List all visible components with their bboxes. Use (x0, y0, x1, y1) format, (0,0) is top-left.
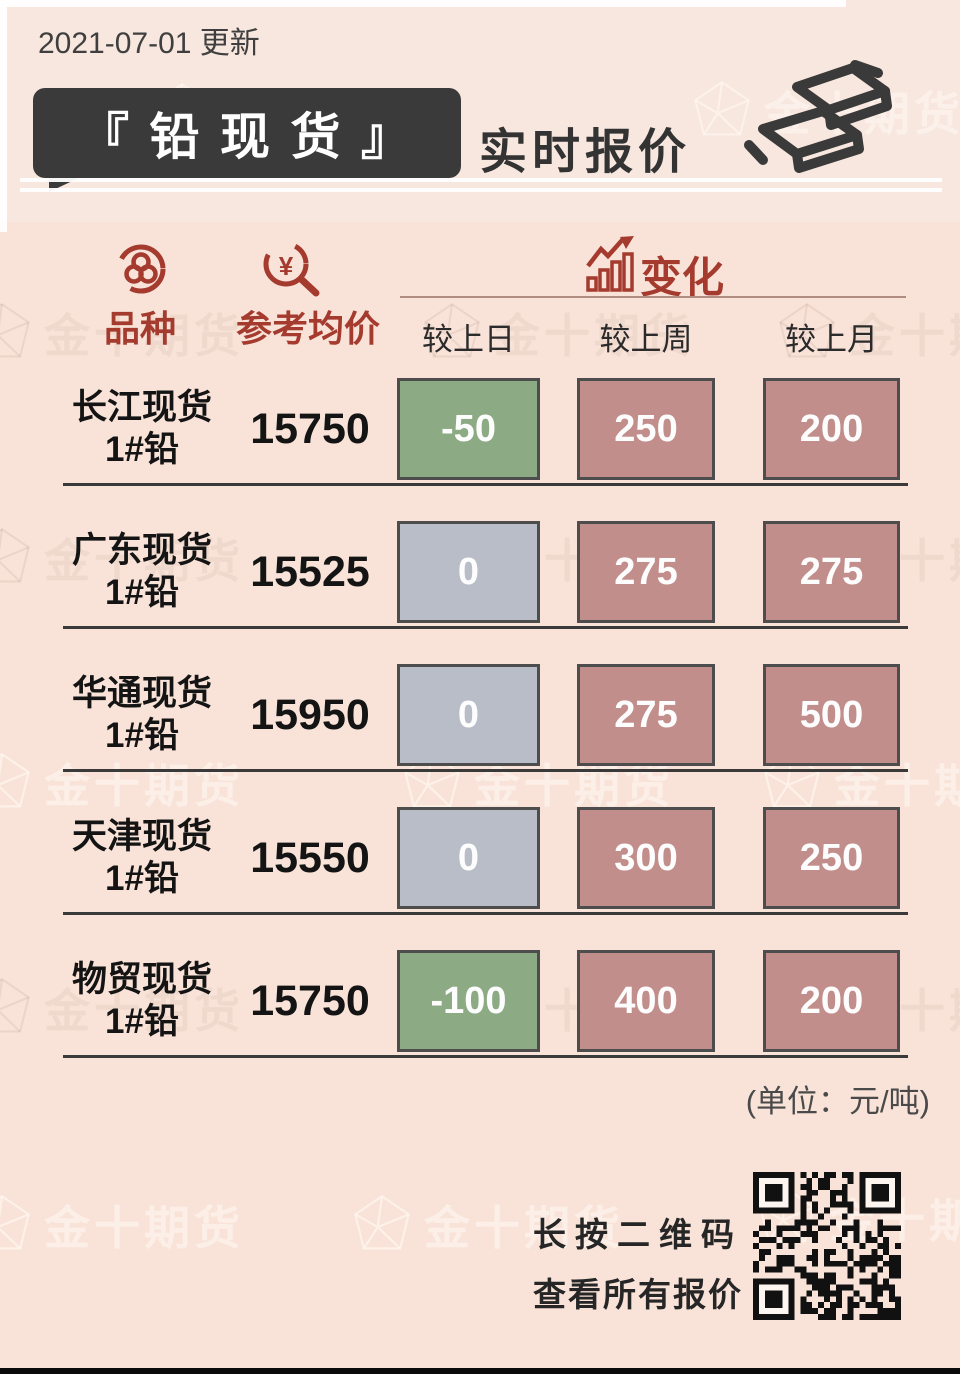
row-separator (63, 1055, 908, 1058)
avg-price-value: 15550 (250, 834, 370, 882)
variety-name: 华通现货 1#铅 (46, 664, 238, 766)
header-divider-line-2 (20, 188, 942, 192)
page-subtitle: 实时报价 (478, 126, 691, 179)
change-vs-prev-week: 400 (577, 950, 715, 1052)
column-variety: 品种 (103, 308, 176, 349)
change-vs-prev-day: 0 (397, 807, 540, 909)
qr-code (753, 1172, 901, 1320)
row-separator (63, 626, 908, 629)
column-change: 变化 (640, 254, 725, 301)
variety-name: 物贸现货 1#铅 (46, 950, 238, 1052)
change-vs-prev-week: 300 (577, 807, 715, 909)
variety-name-line1: 天津现货 (71, 817, 212, 856)
variety-name-line2: 1#铅 (105, 859, 179, 898)
change-vs-prev-week: 275 (577, 664, 715, 766)
table-row: 物贸现货 1#铅 15750 -100 400 200 (0, 950, 960, 1058)
avg-price-icon: ¥ (263, 241, 320, 297)
qr-cta-text: 长按二维码 查看所有报价 (518, 1208, 758, 1316)
gold-bars-icon (744, 60, 892, 173)
svg-text:¥: ¥ (279, 251, 294, 281)
variety-name-line1: 长江现货 (71, 388, 212, 427)
change-vs-prev-day: 0 (397, 664, 540, 766)
table-row: 广东现货 1#铅 15525 0 275 275 (0, 521, 960, 629)
variety-name-line2: 1#铅 (105, 430, 179, 469)
unit-note: (单位：元/吨) (745, 1084, 930, 1119)
watermark-text: 金十期货 (44, 1202, 244, 1254)
column-avg-price: 参考均价 (235, 308, 380, 349)
header-divider-line-1 (20, 178, 942, 182)
variety-name-line1: 广东现货 (71, 531, 212, 570)
variety-name: 长江现货 1#铅 (46, 378, 238, 480)
change-vs-prev-month: 275 (763, 521, 900, 623)
table-row: 华通现货 1#铅 15950 0 275 500 (0, 664, 960, 772)
change-vs-prev-day: -50 (397, 378, 540, 480)
variety-icon (116, 244, 166, 294)
column-vs-prev-month: 较上月 (785, 322, 878, 357)
row-separator (63, 769, 908, 772)
change-vs-prev-day: -100 (397, 950, 540, 1052)
variety-name-line2: 1#铅 (105, 1002, 179, 1041)
avg-price-value: 15525 (250, 548, 370, 596)
variety-name-line1: 物贸现货 (71, 960, 212, 999)
row-separator (63, 483, 908, 486)
change-vs-prev-month: 500 (763, 664, 900, 766)
variety-name-line2: 1#铅 (105, 716, 179, 755)
qr-cta-line2: 查看所有报价 (533, 1276, 743, 1313)
page-title: 『 铅 现 货 』 (79, 109, 415, 165)
bottom-bar (0, 1368, 960, 1374)
column-vs-prev-week: 较上周 (599, 322, 693, 357)
change-vs-prev-month: 200 (763, 950, 900, 1052)
frame-left (0, 0, 7, 232)
avg-price-value: 15950 (250, 691, 370, 739)
row-separator (63, 912, 908, 915)
change-vs-prev-month: 200 (763, 378, 900, 480)
title-banner: 『 铅 现 货 』 (33, 88, 461, 192)
avg-price-value: 15750 (250, 977, 370, 1025)
variety-name-line1: 华通现货 (71, 674, 212, 713)
variety-name-line2: 1#铅 (105, 573, 179, 612)
table-row: 长江现货 1#铅 15750 -50 250 200 (0, 378, 960, 486)
qr-cta-line1: 长按二维码 (533, 1216, 743, 1253)
column-vs-prev-day: 较上日 (422, 322, 515, 357)
variety-name: 广东现货 1#铅 (46, 521, 238, 623)
avg-price-value: 15750 (250, 405, 370, 453)
change-divider-line (400, 296, 906, 298)
table-row: 天津现货 1#铅 15550 0 300 250 (0, 807, 960, 915)
variety-name: 天津现货 1#铅 (46, 807, 238, 909)
change-vs-prev-day: 0 (397, 521, 540, 623)
brand-watermark: 金十期货 (0, 1192, 244, 1258)
change-vs-prev-week: 250 (577, 378, 715, 480)
frame-top (0, 0, 846, 7)
change-trend-icon (586, 236, 634, 292)
change-vs-prev-week: 275 (577, 521, 715, 623)
change-vs-prev-month: 250 (763, 807, 900, 909)
update-date: 2021-07-01 更新 (38, 27, 260, 60)
